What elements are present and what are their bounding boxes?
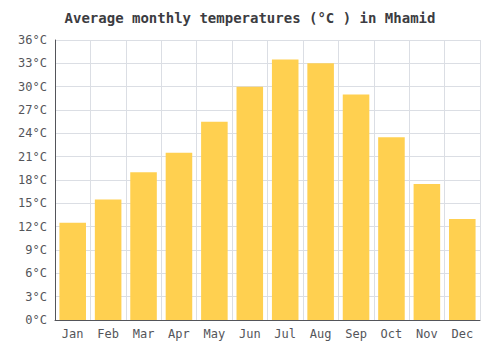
svg-text:21°C: 21°C — [18, 150, 47, 164]
svg-text:Jul: Jul — [274, 327, 296, 341]
svg-text:Oct: Oct — [381, 327, 403, 341]
svg-text:Sep: Sep — [345, 327, 367, 341]
svg-text:15°C: 15°C — [18, 196, 47, 210]
svg-text:18°C: 18°C — [18, 173, 47, 187]
svg-text:Jan: Jan — [62, 327, 84, 341]
svg-text:Apr: Apr — [168, 327, 190, 341]
svg-text:Mar: Mar — [133, 327, 155, 341]
svg-text:Dec: Dec — [451, 327, 473, 341]
svg-text:Aug: Aug — [310, 327, 332, 341]
svg-text:12°C: 12°C — [18, 220, 47, 234]
svg-text:6°C: 6°C — [25, 266, 47, 280]
svg-text:3°C: 3°C — [25, 290, 47, 304]
svg-text:30°C: 30°C — [18, 80, 47, 94]
svg-text:Nov: Nov — [416, 327, 438, 341]
svg-text:33°C: 33°C — [18, 56, 47, 70]
svg-text:9°C: 9°C — [25, 243, 47, 257]
svg-text:Feb: Feb — [97, 327, 119, 341]
svg-text:27°C: 27°C — [18, 103, 47, 117]
svg-text:36°C: 36°C — [18, 33, 47, 47]
svg-text:Average monthly temperatures (: Average monthly temperatures (°C ) in Mh… — [65, 10, 436, 26]
svg-text:Jun: Jun — [239, 327, 261, 341]
svg-text:24°C: 24°C — [18, 126, 47, 140]
svg-text:May: May — [204, 327, 226, 341]
svg-text:0°C: 0°C — [25, 313, 47, 327]
